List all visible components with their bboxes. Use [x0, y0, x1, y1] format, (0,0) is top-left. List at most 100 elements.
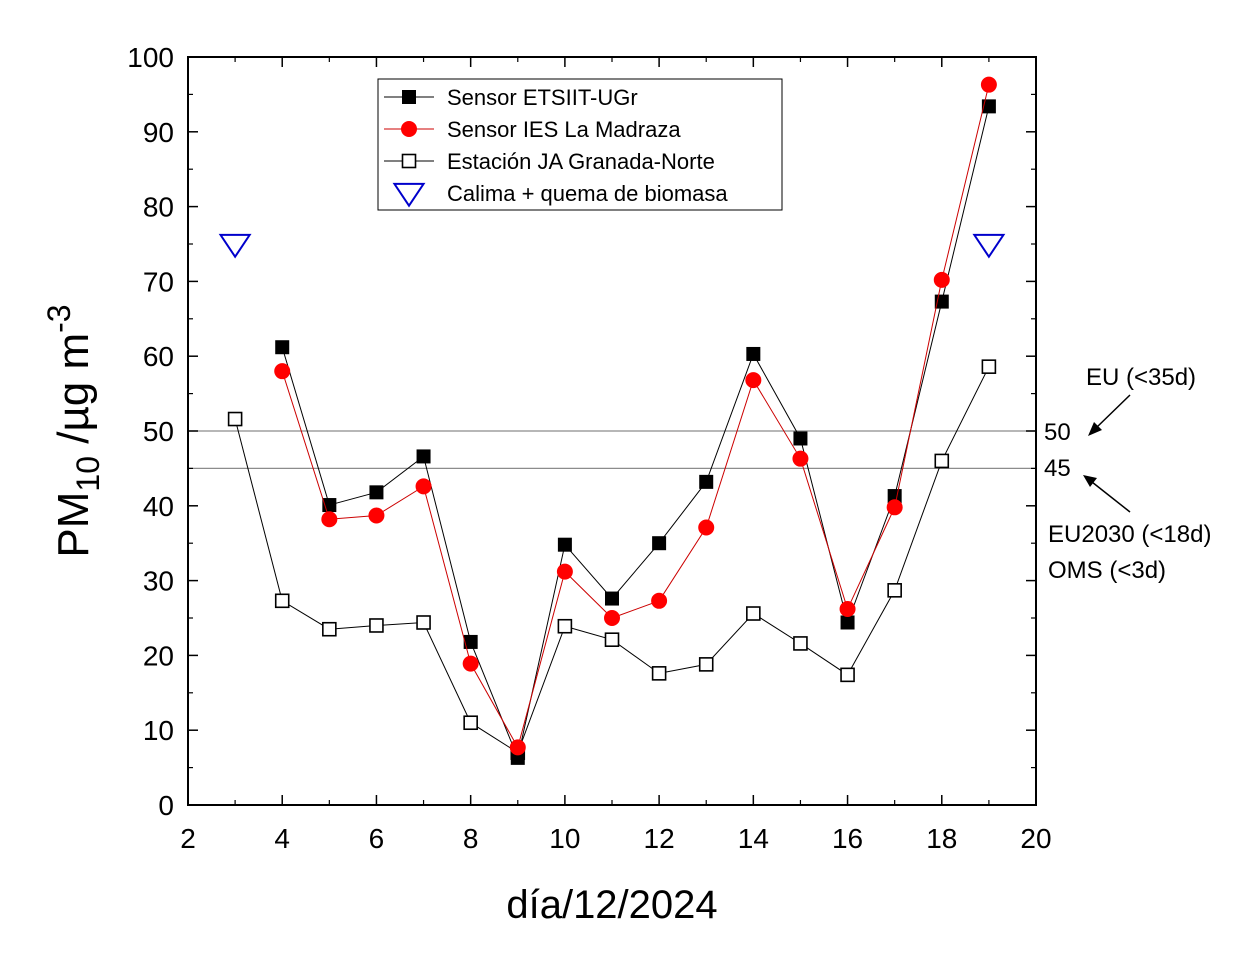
data-point — [322, 621, 337, 637]
data-point — [509, 739, 526, 756]
legend-marker — [402, 90, 416, 104]
data-point — [604, 632, 620, 647]
data-point — [218, 233, 252, 259]
y-axis-title: PM10 /µg m-3 — [41, 304, 106, 557]
y-tick-label: 100 — [127, 42, 174, 73]
ref-label-45: 45 — [1044, 455, 1071, 482]
data-point — [462, 655, 479, 672]
data-point — [369, 618, 384, 633]
data-point — [972, 233, 1006, 259]
legend-label: Estación JA Granada-Norte — [447, 149, 715, 174]
data-point — [463, 715, 478, 731]
arrow-eu2030 — [1083, 475, 1131, 513]
data-point — [227, 411, 243, 427]
data-point — [793, 636, 808, 651]
data-point — [886, 499, 903, 516]
data-point — [840, 615, 855, 630]
data-point — [698, 657, 714, 672]
data-point — [321, 511, 338, 528]
ref-note-eu: EU (<35d) — [1086, 364, 1196, 391]
data-point — [651, 666, 667, 681]
data-point — [604, 610, 620, 626]
data-point — [416, 449, 431, 464]
series-line-1 — [281, 84, 990, 749]
x-tick-label: 2 — [180, 823, 196, 854]
legend-marker — [401, 153, 417, 169]
data-point — [699, 474, 714, 489]
legend: Sensor ETSIIT-UGr Sensor IES La Madraza Es… — [377, 78, 783, 211]
y-axis-title-sup: -3 — [41, 304, 77, 332]
data-point — [792, 450, 809, 467]
legend-label: Sensor ETSIIT-UGr — [447, 85, 638, 110]
y-tick-label: 0 — [158, 790, 174, 821]
y-axis-title-unit: /µg m — [49, 333, 98, 456]
legend-label: Sensor IES La Madraza — [447, 117, 681, 142]
data-point — [934, 453, 950, 469]
series-2 — [227, 359, 997, 760]
data-point — [556, 563, 573, 580]
data-point — [557, 618, 573, 634]
data-point — [839, 601, 856, 618]
y-tick-label: 90 — [143, 117, 174, 148]
data-point — [745, 372, 762, 389]
x-tick-label: 14 — [738, 823, 769, 854]
legend-box — [377, 78, 783, 211]
data-point — [557, 537, 572, 552]
data-point — [368, 507, 385, 524]
data-point — [605, 591, 619, 606]
y-tick-label: 70 — [143, 266, 174, 297]
data-point — [934, 294, 949, 309]
x-tick-label: 8 — [463, 823, 479, 854]
data-point — [933, 271, 950, 288]
x-tick-label: 16 — [832, 823, 863, 854]
data-point — [463, 634, 478, 649]
x-tick-label: 20 — [1020, 823, 1051, 854]
axes-layer: 2 4 6 8 10 12 14 16 18 20 0 10 20 30 40 50 60 70 80 90 100 — [127, 42, 1051, 854]
y-tick-label: 10 — [143, 715, 174, 746]
ref-note-eu2030: EU2030 (<18d) — [1048, 521, 1211, 548]
y-tick-label: 50 — [143, 416, 174, 447]
series-3 — [218, 233, 1006, 259]
x-tick-label: 18 — [926, 823, 957, 854]
x-tick-label: 6 — [369, 823, 385, 854]
data-point — [698, 519, 715, 536]
legend-marker — [401, 121, 417, 137]
series-line-2 — [234, 366, 990, 754]
reference-lines — [188, 430, 1036, 469]
data-point — [981, 359, 997, 374]
y-tick-label: 20 — [143, 640, 174, 671]
x-axis-title: día/12/2024 — [506, 883, 717, 927]
ref-label-50: 50 — [1044, 419, 1071, 446]
data-point — [887, 583, 902, 598]
data-point — [981, 99, 996, 114]
y-tick-label: 80 — [143, 192, 174, 223]
data-point — [415, 478, 432, 495]
data-point — [274, 593, 290, 609]
legend-marker — [392, 182, 426, 208]
data-point — [369, 485, 384, 500]
x-tick-label: 4 — [274, 823, 290, 854]
data-point — [416, 615, 431, 630]
data-point — [651, 592, 668, 609]
data-point — [840, 667, 855, 683]
data-point — [274, 363, 291, 380]
y-axis-title-sub: 10 — [70, 456, 106, 492]
y-tick-label: 40 — [143, 491, 174, 522]
x-tick-label: 10 — [549, 823, 580, 854]
data-point — [793, 431, 808, 446]
data-point — [275, 340, 290, 355]
series-1 — [274, 76, 997, 756]
y-axis-title-main: PM — [49, 492, 98, 558]
x-tick-label: 12 — [644, 823, 675, 854]
data-point — [746, 346, 761, 361]
y-tick-label: 60 — [143, 341, 174, 372]
data-point — [980, 76, 997, 93]
arrow-eu — [1088, 394, 1131, 436]
y-tick-label: 30 — [143, 566, 174, 597]
data-point — [746, 606, 761, 621]
ref-note-oms: OMS (<3d) — [1048, 557, 1166, 584]
series-layer — [218, 76, 1006, 765]
data-point — [652, 536, 667, 551]
legend-label: Calima + quema de biomasa — [447, 181, 728, 206]
